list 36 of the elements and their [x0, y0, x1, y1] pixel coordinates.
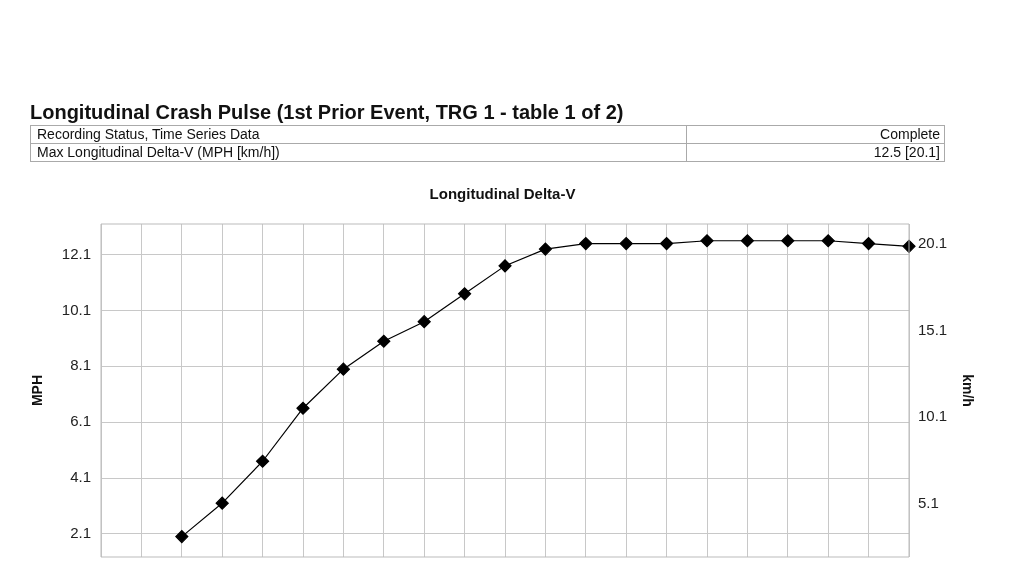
point: [498, 259, 512, 273]
y2-tick-label: 15.1: [918, 320, 948, 338]
y-tick-label: 2.1: [70, 523, 91, 541]
point: [579, 236, 593, 251]
point: [377, 334, 391, 348]
point: [417, 315, 431, 329]
text: 12.5 [20.1]: [686, 143, 945, 162]
chart-title: Longitudinal Crash Pulse (1st Prior Event, TRG 1 - table 1 of 2): [30, 101, 624, 124]
point: [175, 530, 189, 544]
y-axis-title: MPH: [29, 374, 46, 407]
y2-tick-label: 20.1: [918, 233, 948, 251]
y-tick-label: 10.1: [61, 300, 91, 318]
point: [700, 234, 714, 248]
point: [660, 236, 674, 251]
point: [862, 236, 876, 251]
y-tick-label: 12.1: [61, 244, 91, 262]
text: Max Longitudinal Delta-V (MPH [km/h]): [30, 143, 687, 162]
point: [256, 454, 270, 468]
y2-tick-label: 10.1: [918, 407, 948, 425]
point: [619, 236, 633, 251]
point: [781, 234, 795, 248]
point: [215, 496, 229, 510]
point: [538, 242, 552, 256]
point: [296, 401, 310, 415]
point: [740, 234, 754, 248]
y-tick-label: 6.1: [70, 412, 91, 430]
text: Recording Status, Time Series Data: [30, 125, 687, 144]
point: [458, 287, 472, 301]
text: Complete: [686, 125, 945, 144]
y2-axis-title: km/h: [959, 374, 976, 407]
y-tick-label: 8.1: [70, 356, 91, 374]
point: [821, 234, 835, 248]
point: [336, 362, 350, 376]
y2-tick-label: 5.1: [918, 494, 939, 512]
chart-subtitle: Longitudinal Delta-V: [429, 185, 576, 203]
y-tick-label: 4.1: [70, 468, 91, 486]
